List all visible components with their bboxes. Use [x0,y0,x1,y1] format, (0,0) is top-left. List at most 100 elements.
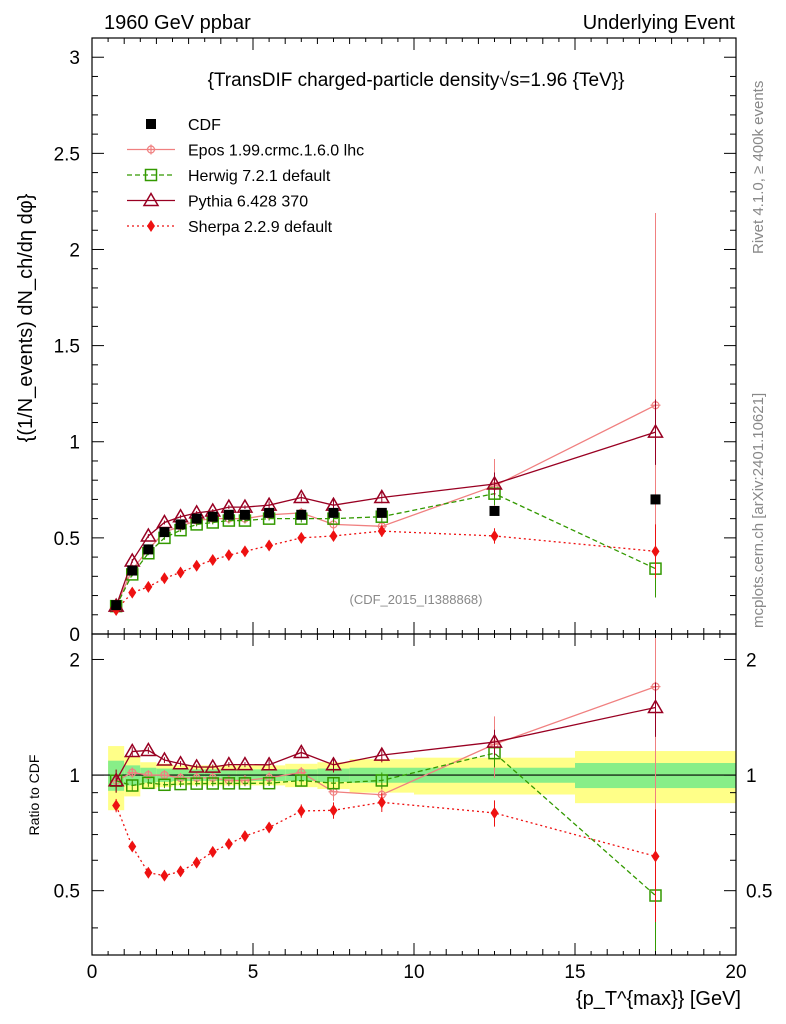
sherpa-ratio-point-14 [651,850,660,863]
cdf-point-6 [207,511,218,522]
sherpa-point-13 [490,529,499,542]
x-tick-label-20: 20 [725,962,746,983]
sherpa-ratio-point-2 [144,866,153,879]
cdf-point-7 [223,509,234,520]
herwig-ratio-point-8 [238,777,252,790]
analysis-watermark: (CDF_2015_I1388868) [350,592,483,607]
pythia-point-12 [373,489,391,504]
legend-marker-0 [146,119,156,129]
sherpa-ratio-point-11 [329,804,338,817]
cdf-point-9 [264,507,275,518]
sherpa-ratio-point-1 [128,840,137,853]
herwig-ratio-point-5 [190,777,203,790]
sherpa-point-8 [240,545,249,558]
sherpa-point-5 [192,559,201,572]
pythia-ratio-point-13 [486,733,503,748]
cdf-point-4 [175,519,186,530]
pythia-ratio-point-12 [373,746,391,761]
cdf-point-10 [296,509,307,520]
herwig-line-main [115,492,656,607]
y-ratio-tick-label-right-1: 1 [746,766,757,787]
sherpa-ratio-point-9 [265,821,274,834]
pythia-ratio-point-8 [236,756,254,771]
y-main-tick-label-2: 2 [69,240,80,261]
y-main-tick-label-1: 1 [69,433,80,454]
herwig-ratio-point-4 [174,777,187,791]
sherpa-point-2 [144,580,153,593]
sherpa-point-12 [377,525,386,538]
y-ratio-tick-label-2: 2 [69,650,80,671]
sherpa-point-7 [224,549,233,562]
legend-label-3: Pythia 6.428 370 [188,194,308,211]
header-left: 1960 GeV ppbar [104,12,251,34]
legend-label-4: Sherpa 2.2.9 default [188,219,333,236]
pythia-ratio-point-14 [647,698,664,714]
legend-marker-2 [144,168,158,182]
pythia-ratio-point-10 [292,743,310,759]
sherpa-ratio-point-3 [160,869,169,882]
x-tick-label-10: 10 [403,962,424,983]
epos-ratio-point-2 [143,770,154,781]
sherpa-ratio-point-6 [208,845,217,858]
herwig-ratio-point-3 [158,778,171,792]
pythia-point-10 [292,489,310,504]
sherpa-point-14 [651,545,660,558]
sherpa-point-4 [176,566,185,579]
y-ratio-tick-label-right-0.5: 0.5 [746,882,772,903]
herwig-ratio-point-10 [295,774,308,787]
herwig-ratio-point-11 [327,776,340,790]
x-tick-label-15: 15 [564,962,585,983]
herwig-ratio-point-12 [375,774,389,787]
y-main-tick-label-2.5: 2.5 [54,144,80,165]
y-main-tick-label-1.5: 1.5 [54,337,80,358]
rivet-label: Rivet 4.1.0, ≥ 400k events [750,81,767,254]
cdf-point-13 [489,505,500,516]
legend-marker-3 [142,192,160,207]
pythia-ratio-point-7 [220,756,238,771]
pythia-ratio-point-6 [204,758,222,773]
pythia-ratio-point-11 [325,756,342,771]
pythia-ratio-point-2 [140,741,157,757]
pythia-point-2 [140,527,157,542]
chart-title: {TransDIF charged-particle density√s=1.9… [208,70,625,91]
herwig-ratio-point-9 [262,776,276,790]
sherpa-ratio-point-8 [240,830,249,843]
cdf-point-2 [143,544,154,555]
y-axis-label-main: {(1/N_events) dN_ch/dη dφ} [15,193,37,442]
pythia-ratio-point-4 [172,755,189,770]
herwig-ratio-point-6 [206,777,219,790]
pythia-ratio-point-9 [260,756,278,771]
legend-marker-4 [147,220,155,232]
sherpa-ratio-point-13 [490,806,499,819]
sherpa-ratio-point-4 [176,865,185,878]
x-tick-label-0: 0 [87,962,98,983]
legend-label-0: CDF [188,117,221,134]
sherpa-point-9 [265,539,274,552]
sherpa-point-6 [208,553,217,566]
sherpa-point-3 [160,572,169,585]
y-ratio-tick-label-1: 1 [69,766,80,787]
y-ratio-tick-label-0.5: 0.5 [54,882,80,903]
herwig-ratio-point-1 [126,779,139,792]
legend-label-1: Epos 1.99.crmc.1.6.0 lhc [188,143,364,160]
cdf-point-12 [376,507,387,518]
mcplots-label: mcplots.cern.ch [arXiv:2401.10621] [750,393,767,628]
sherpa-ratio-point-10 [297,804,306,817]
sherpa-point-1 [128,586,137,599]
plot-axes: 0 5 10 15 20 0 0.5 1 1.5 2 2.5 3 0.5 0.5 1 1 2 2 [54,37,772,983]
legend-marker-1 [146,144,156,155]
cdf-point-3 [159,527,170,538]
sherpa-line-ratio [115,801,656,877]
epos-ratio-point-1 [127,767,138,778]
y-main-tick-label-0: 0 [69,625,80,646]
cdf-point-5 [191,513,202,524]
legend-label-2: Herwig 7.2.1 default [188,168,331,185]
sherpa-ratio-point-5 [192,856,201,869]
pythia-ratio-point-5 [188,758,205,773]
herwig-ratio-point-7 [222,777,236,790]
plot-data-layer [107,212,664,955]
cdf-point-11 [328,507,339,518]
sherpa-ratio-point-12 [377,796,386,809]
pythia-ratio-point-0 [107,772,125,787]
